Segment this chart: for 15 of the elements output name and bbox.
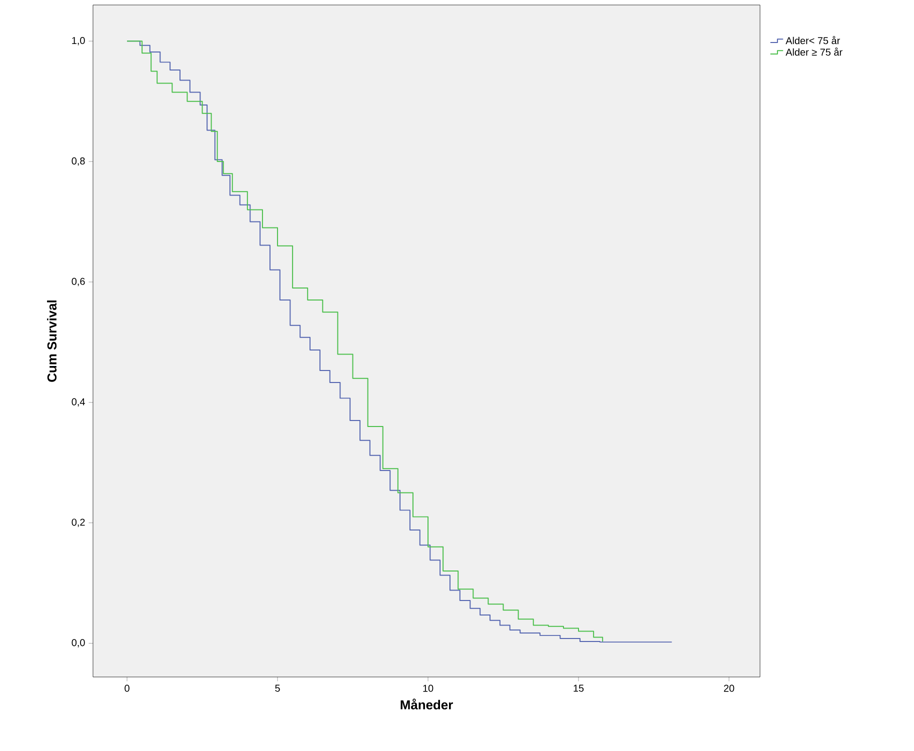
y-tick-label: 0,0: [72, 639, 85, 648]
y-tick-label: 0,6: [72, 278, 85, 286]
x-tick-label: 15: [574, 684, 584, 692]
y-axis-title: Cum Survival: [47, 300, 57, 382]
x-tick-label: 20: [724, 684, 734, 692]
y-tick-label: 1,0: [72, 37, 85, 46]
y-tick-label: 0,4: [72, 398, 85, 407]
legend-label: Alder ≥ 75 år: [786, 48, 842, 56]
x-axis-title: Måneder: [400, 698, 453, 710]
x-tick-label: 5: [275, 684, 280, 692]
y-tick-label: 0,2: [72, 518, 85, 527]
legend-label: Alder< 75 år: [786, 36, 840, 44]
x-tick-label: 10: [423, 684, 434, 692]
x-tick-label: 0: [124, 684, 130, 692]
y-tick-label: 0,8: [72, 157, 85, 166]
